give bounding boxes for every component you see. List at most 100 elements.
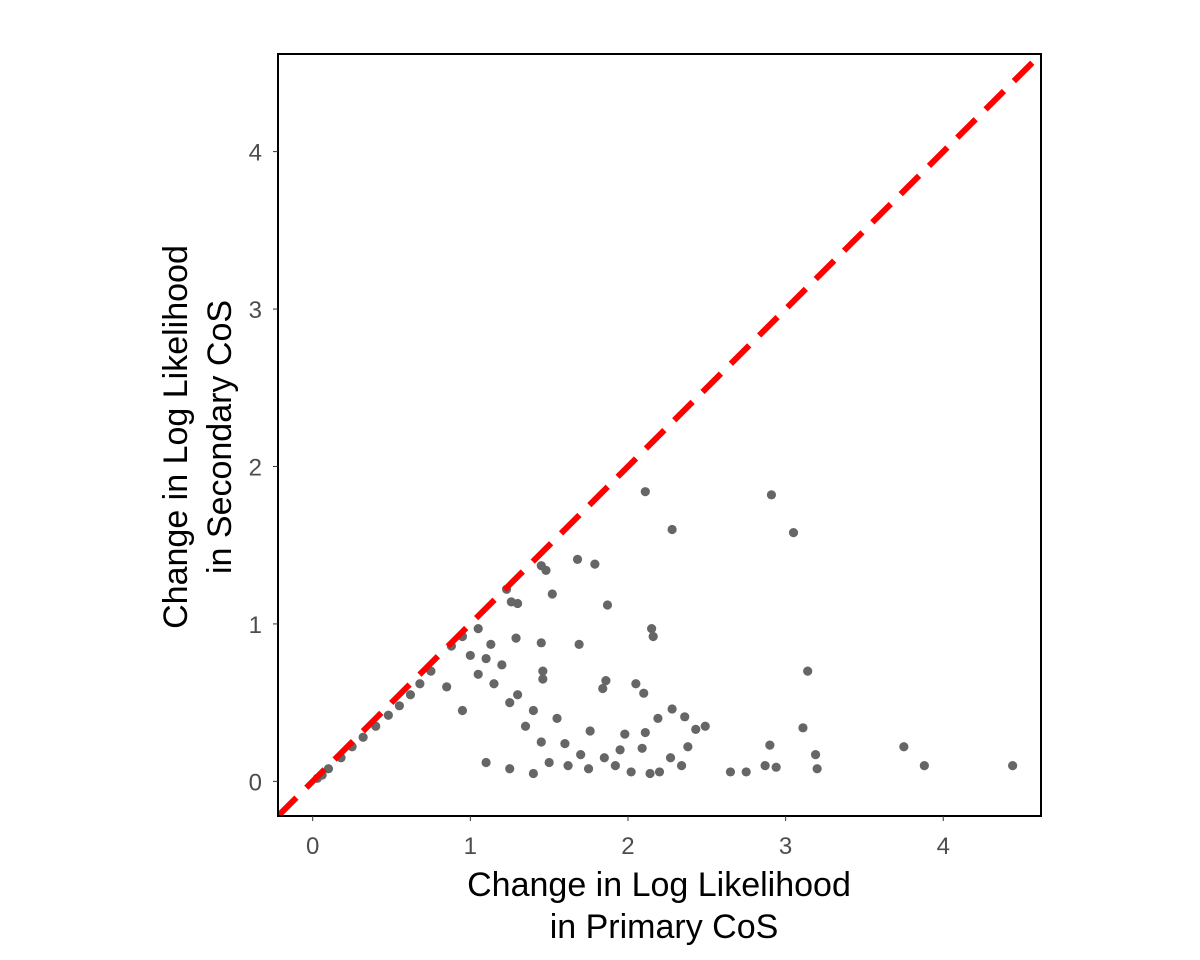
reference-line (278, 54, 1041, 816)
data-point (465, 650, 475, 661)
data-point (599, 753, 609, 763)
data-point (473, 669, 483, 679)
data-point (667, 704, 677, 714)
data-point (536, 638, 546, 648)
data-point (505, 698, 515, 708)
data-point (653, 713, 663, 723)
data-point (552, 713, 562, 723)
data-point (585, 726, 595, 736)
data-point (812, 764, 822, 774)
data-point (700, 721, 710, 731)
data-point (481, 757, 491, 768)
data-point (513, 598, 523, 609)
y-tick-label: 1 (249, 612, 262, 639)
x-tick-label: 0 (306, 833, 319, 860)
data-point (788, 528, 799, 538)
y-axis-title-2: in Secondary CoS (201, 300, 239, 574)
data-point (583, 764, 594, 774)
data-point (741, 767, 751, 777)
data-point (457, 705, 468, 716)
y-tick-label: 4 (249, 140, 262, 167)
data-point (676, 761, 687, 771)
data-point (648, 631, 658, 642)
data-point (563, 761, 573, 771)
data-point (497, 660, 507, 670)
data-point (576, 749, 586, 760)
data-point (640, 487, 650, 497)
x-axis-title-line-2: in Primary CoS (550, 908, 779, 946)
data-point (683, 742, 693, 752)
data-point (481, 653, 491, 664)
data-point (486, 639, 496, 649)
data-point (798, 723, 808, 733)
x-tick-label: 1 (464, 833, 477, 860)
data-point (654, 767, 665, 777)
data-point (691, 724, 701, 735)
data-point (1008, 761, 1018, 771)
y-tick-label: 3 (249, 297, 262, 324)
data-point (513, 690, 523, 700)
data-point (405, 690, 416, 700)
data-point (639, 688, 649, 698)
data-point (667, 524, 677, 535)
data-point (536, 737, 546, 747)
data-point (538, 674, 548, 684)
data-point (810, 749, 821, 760)
data-point (803, 666, 813, 676)
data-point (602, 600, 613, 610)
data-point (536, 561, 546, 571)
data-point (473, 624, 483, 634)
data-point (601, 676, 611, 686)
y-axis-title: Change in Log Likelihood (157, 245, 195, 629)
data-point (645, 768, 655, 779)
data-point (574, 639, 584, 649)
data-point (620, 729, 630, 739)
data-point (572, 554, 583, 564)
data-point (615, 745, 625, 755)
data-point (760, 761, 770, 771)
data-point (415, 679, 425, 689)
data-point (560, 738, 570, 749)
data-point (528, 705, 538, 716)
data-point (538, 666, 548, 676)
data-point (637, 743, 647, 753)
data-point (680, 712, 690, 722)
data-point (626, 767, 636, 777)
plot-frame (277, 53, 1042, 817)
data-point (544, 757, 554, 768)
data-point (771, 762, 781, 772)
y-tick-label: 0 (249, 769, 262, 796)
y-axis-title-line-1: Change in Log Likelihood (157, 245, 195, 629)
y-tick-label: 2 (249, 454, 262, 481)
x-tick-label: 3 (779, 833, 792, 860)
data-point (640, 727, 650, 738)
data-point (631, 679, 641, 689)
y-axis-title-line-2: in Secondary CoS (201, 300, 239, 574)
data-point (505, 764, 515, 774)
data-point (766, 490, 777, 500)
data-point (919, 761, 929, 771)
data-point (590, 559, 600, 569)
data-point (665, 753, 676, 763)
data-point (899, 742, 909, 752)
data-point (598, 683, 608, 694)
data-point (520, 721, 531, 731)
data-point (610, 761, 620, 771)
data-point (511, 633, 521, 643)
x-tick-label: 4 (937, 833, 950, 860)
data-point (528, 768, 538, 779)
axis-ticks: 0 1 2 3 4 0 1 2 3 4 (249, 140, 950, 860)
data-point (394, 701, 404, 711)
data-point (647, 624, 657, 634)
data-point (358, 732, 368, 742)
data-point (547, 589, 557, 599)
x-axis-title-line-1: Change in Log Likelihood (467, 866, 851, 904)
data-point (765, 740, 775, 750)
data-point (442, 682, 452, 692)
data-point (489, 679, 499, 689)
x-tick-label: 2 (621, 833, 634, 860)
data-point (725, 767, 736, 777)
data-point (383, 710, 393, 720)
